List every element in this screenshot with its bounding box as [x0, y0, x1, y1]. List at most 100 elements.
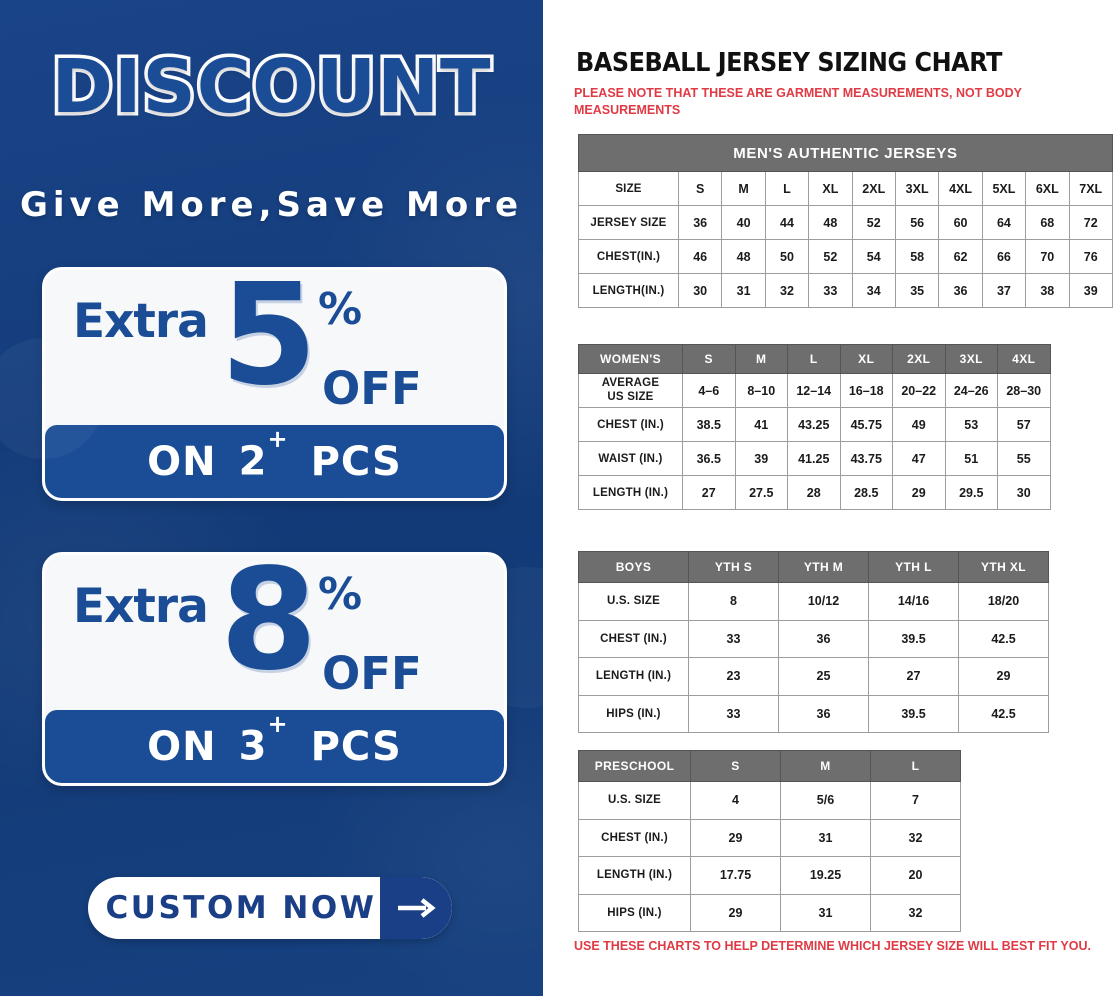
- table-row: U.S. SIZE 8 10/12 14/16 18/20: [578, 582, 1049, 621]
- cell: 27: [682, 475, 736, 510]
- column-header: 2XL: [892, 344, 946, 374]
- cell: 48: [721, 239, 766, 274]
- table-banner-row: MEN'S AUTHENTIC JERSEYS: [578, 134, 1113, 172]
- cell: 39: [734, 441, 788, 476]
- cell: 39: [1068, 273, 1113, 308]
- cell: 48: [808, 205, 853, 240]
- cell: 27: [868, 657, 959, 696]
- cell: 20: [870, 856, 961, 895]
- chart-title: BASEBALL JERSEY SIZING CHART: [576, 48, 1002, 78]
- row-label: HIPS (IN.): [578, 694, 689, 733]
- column-header: L: [870, 750, 961, 782]
- cell: 36: [938, 273, 983, 308]
- offer-quantity-number: 2: [238, 438, 268, 485]
- cell: 33: [808, 273, 853, 308]
- offer-quantity-plus: +: [267, 710, 289, 739]
- table-mens-authentic-jerseys: MEN'S AUTHENTIC JERSEYS SIZE S M L XL 2X…: [578, 134, 1113, 308]
- column-header: 3XL: [944, 344, 998, 374]
- discount-headline: DISCOUNT: [48, 41, 494, 134]
- cell: 16–18: [839, 373, 893, 408]
- cell: 36: [778, 694, 869, 733]
- cell: 43.25: [787, 407, 841, 442]
- cell: 37: [981, 273, 1027, 308]
- cell: 4: [690, 781, 781, 820]
- column-header: L: [764, 171, 810, 206]
- table-header-row: BOYS YTH S YTH M YTH L YTH XL: [578, 551, 1049, 583]
- table-row: CHEST (IN.) 38.5 41 43.25 45.75 49 53 57: [578, 407, 1051, 442]
- table-womens: WOMEN'S S M L XL 2XL 3XL 4XL AVERAGE US …: [578, 344, 1051, 510]
- cell: 24–26: [944, 373, 998, 408]
- offer-on-label: ON: [147, 438, 217, 485]
- row-label: LENGTH (IN.): [578, 657, 689, 696]
- table-header-row: SIZE S M L XL 2XL 3XL 4XL 5XL 6XL 7XL: [578, 171, 1113, 206]
- offer-off-label: OFF: [322, 647, 422, 700]
- cell: 62: [938, 239, 983, 274]
- cell: 64: [981, 205, 1027, 240]
- column-header: S: [690, 750, 781, 782]
- custom-now-button[interactable]: CUSTOM NOW: [88, 877, 452, 939]
- cell: 28: [787, 475, 841, 510]
- column-header: YTH S: [688, 551, 779, 583]
- offer-extra-label: Extra: [73, 294, 209, 349]
- table-row: HIPS (IN.) 33 36 39.5 42.5: [578, 694, 1049, 733]
- cell: 31: [780, 818, 871, 857]
- column-header: 4XL: [938, 171, 983, 206]
- row-label: CHEST(IN.): [578, 239, 679, 274]
- cell: 36: [677, 205, 723, 240]
- cell: 54: [851, 239, 896, 274]
- cell: 29: [892, 475, 946, 510]
- cell: 44: [764, 205, 810, 240]
- cell: 8: [688, 582, 779, 621]
- table-preschool: PRESCHOOL S M L U.S. SIZE 4 5/6 7 CHEST …: [578, 750, 961, 932]
- row-label: JERSEY SIZE: [578, 205, 679, 240]
- cell: 7: [870, 781, 961, 820]
- cell: 55: [997, 441, 1051, 476]
- column-header: L: [787, 344, 841, 374]
- table-row: JERSEY SIZE 36 40 44 48 52 56 60 64 68 7…: [578, 205, 1113, 240]
- cell: 50: [764, 239, 810, 274]
- table-row: LENGTH (IN.) 27 27.5 28 28.5 29 29.5 30: [578, 475, 1051, 510]
- column-header: BOYS: [578, 551, 689, 583]
- offer-condition-bar: ON 3+ PCS: [45, 710, 504, 783]
- column-header: 7XL: [1068, 171, 1113, 206]
- offer-card-8-percent[interactable]: Extra 8 % OFF ON 3+ PCS: [42, 552, 507, 786]
- offer-extra-label: Extra: [73, 579, 209, 634]
- cell: 70: [1025, 239, 1070, 274]
- row-label: LENGTH (IN.): [578, 475, 683, 510]
- table-row: U.S. SIZE 4 5/6 7: [578, 781, 961, 820]
- cell: 25: [778, 657, 869, 696]
- column-header: S: [677, 171, 723, 206]
- row-label: CHEST (IN.): [578, 619, 689, 658]
- cell: 20–22: [892, 373, 946, 408]
- cell: 19.25: [780, 856, 871, 895]
- cell: 60: [938, 205, 983, 240]
- table-row: LENGTH (IN.) 17.75 19.25 20: [578, 856, 961, 895]
- cell: 5/6: [780, 781, 871, 820]
- cell: 36: [778, 619, 869, 658]
- column-header: XL: [839, 344, 893, 374]
- row-label: AVERAGE US SIZE: [578, 373, 683, 408]
- table-boys: BOYS YTH S YTH M YTH L YTH XL U.S. SIZE …: [578, 551, 1049, 733]
- column-header: 4XL: [997, 344, 1051, 374]
- column-header: M: [780, 750, 871, 782]
- cell: 29: [690, 893, 781, 932]
- cell: 39.5: [868, 619, 959, 658]
- column-header: 3XL: [894, 171, 940, 206]
- column-header: M: [721, 171, 766, 206]
- row-label: WAIST (IN.): [578, 441, 683, 476]
- column-header: 2XL: [851, 171, 896, 206]
- row-label: CHEST (IN.): [578, 407, 683, 442]
- offer-pcs-label: PCS: [310, 723, 402, 770]
- cell: 41.25: [787, 441, 841, 476]
- cell: 36.5: [682, 441, 736, 476]
- cell: 47: [892, 441, 946, 476]
- cell: 28.5: [839, 475, 893, 510]
- offer-quantity-plus: +: [267, 425, 289, 454]
- row-label: LENGTH (IN.): [578, 856, 691, 895]
- cell: 76: [1068, 239, 1113, 274]
- cell: 52: [851, 205, 896, 240]
- table-row: WAIST (IN.) 36.5 39 41.25 43.75 47 51 55: [578, 441, 1051, 476]
- table-row: CHEST(IN.) 46 48 50 52 54 58 62 66 70 76: [578, 239, 1113, 274]
- offer-card-5-percent[interactable]: Extra 5 % OFF ON 2+ PCS: [42, 267, 507, 501]
- promo-panel: DISCOUNT Give More,Save More Extra 5 % O…: [0, 0, 543, 996]
